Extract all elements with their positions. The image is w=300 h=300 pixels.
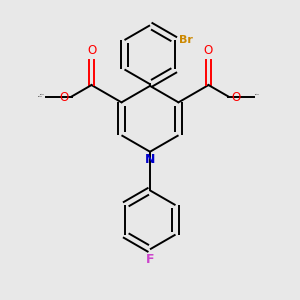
- Text: Br: Br: [179, 35, 193, 45]
- Text: O: O: [87, 44, 96, 57]
- Text: O: O: [231, 91, 241, 104]
- Text: O: O: [59, 91, 69, 104]
- Text: O: O: [204, 44, 213, 57]
- Text: methyl: methyl: [40, 94, 45, 95]
- Text: methyl: methyl: [255, 94, 260, 95]
- Text: methyl: methyl: [38, 96, 43, 97]
- Text: F: F: [146, 253, 154, 266]
- Text: N: N: [145, 153, 155, 166]
